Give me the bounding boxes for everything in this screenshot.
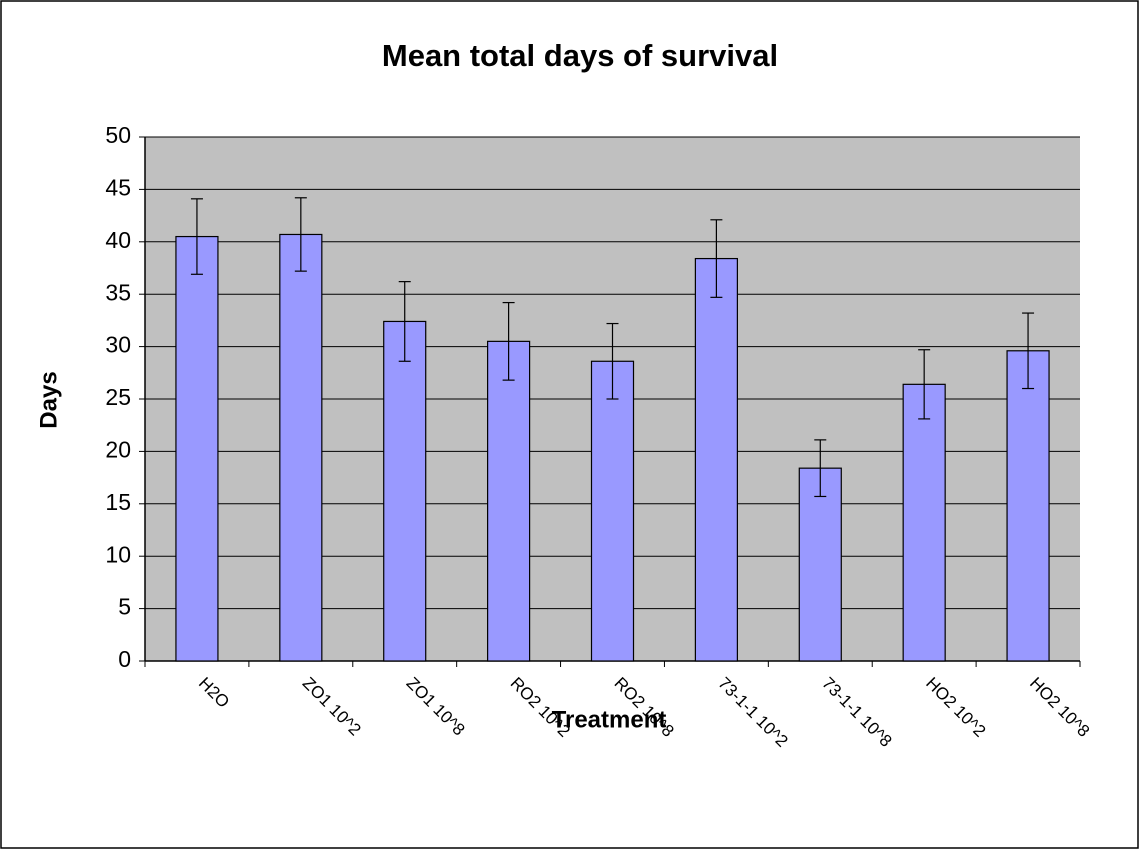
bar (279, 233, 323, 662)
y-tick-label: 45 (105, 174, 131, 200)
chart-title: Mean total days of survival (382, 38, 778, 73)
bar (1006, 350, 1050, 662)
y-tick-label: 35 (105, 279, 131, 305)
y-tick-label: 0 (118, 646, 131, 672)
bar (694, 257, 738, 662)
y-axis-label: Days (35, 371, 62, 428)
bar (383, 320, 427, 662)
bar (487, 340, 531, 662)
y-tick-label: 10 (105, 541, 131, 567)
y-tick-label: 30 (105, 332, 131, 358)
bar (175, 235, 219, 662)
bar (798, 467, 842, 662)
y-tick-label: 50 (105, 122, 131, 148)
y-tick-label: 20 (105, 436, 131, 462)
y-tick-label: 40 (105, 227, 131, 253)
bar (590, 360, 635, 662)
y-tick-label: 15 (105, 489, 131, 515)
y-tick-label: 5 (118, 594, 131, 620)
bar (902, 383, 946, 662)
y-tick-label: 25 (105, 384, 131, 410)
x-axis-label: Treatment (552, 706, 667, 733)
